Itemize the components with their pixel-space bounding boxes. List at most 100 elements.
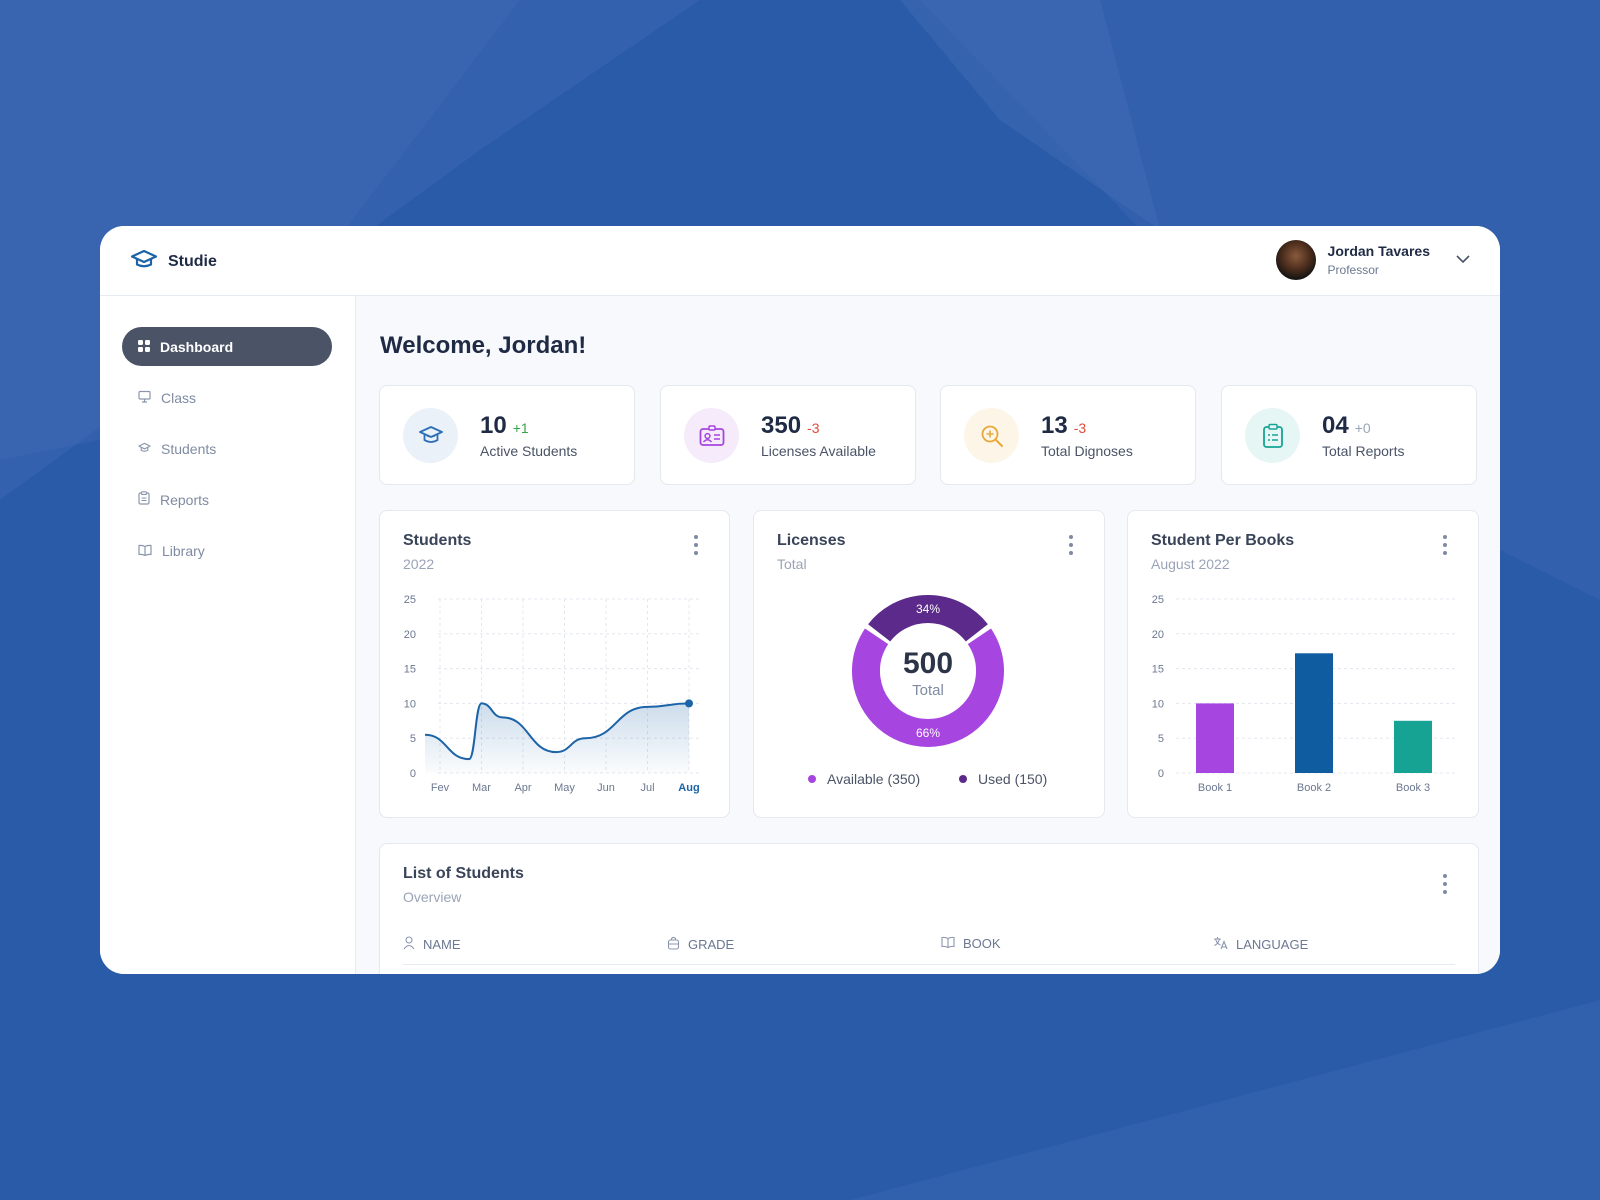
stat-label: Active Students (480, 443, 578, 459)
sidebar-item-label: Class (161, 389, 197, 406)
x-tick-label: Book 2 (1297, 782, 1331, 794)
sidebar-item-reports[interactable]: Reports (122, 480, 332, 519)
donut-total-label: Total (912, 682, 944, 699)
stat-delta: -3 (1073, 420, 1087, 436)
id-card-icon (684, 408, 739, 463)
column-header-name[interactable]: NAME (403, 936, 461, 953)
chevron-down-icon[interactable] (1456, 251, 1470, 269)
stat-value: 13 (1041, 412, 1068, 439)
highlight-point (685, 699, 693, 708)
book-icon (941, 936, 955, 951)
sidebar-item-dashboard[interactable]: Dashboard (122, 327, 332, 366)
column-label: BOOK (963, 936, 1001, 951)
y-tick-label: 25 (404, 594, 416, 606)
legend-label: Available (350) (827, 771, 920, 787)
stat-label: Total Reports (1322, 443, 1405, 459)
more-options-button[interactable] (1442, 535, 1448, 555)
x-tick-label: May (554, 782, 575, 794)
x-tick-label: Book 3 (1396, 782, 1430, 794)
stat-value: 10 (480, 412, 507, 439)
x-tick-label: Apr (514, 782, 531, 794)
stat-value: 04 (1322, 412, 1349, 439)
students-list-card: List of Students Overview NAME GRADE BOO… (379, 843, 1479, 974)
stat-value: 350 (761, 412, 802, 439)
clipboard-icon (1245, 408, 1300, 463)
graduation-cap-icon (403, 408, 458, 463)
x-tick-label: Jul (640, 782, 654, 794)
translate-icon (1213, 936, 1228, 953)
sidebar-item-library[interactable]: Library (122, 531, 332, 570)
y-tick-label: 10 (1152, 698, 1164, 710)
sidebar-item-label: Reports (160, 491, 210, 508)
column-label: LANGUAGE (1236, 937, 1309, 952)
backpack-icon (667, 936, 680, 953)
book-icon (138, 543, 152, 559)
legend-label: Used (150) (978, 771, 1047, 787)
donut-slice-available (852, 628, 1004, 747)
column-label: NAME (423, 937, 461, 952)
card-title: List of Students (403, 865, 524, 882)
column-header-book[interactable]: BOOK (941, 936, 1001, 951)
books-chart-card: Student Per Books August 2022 0 5 10 15 20 25… (1127, 510, 1479, 818)
x-tick-label: Book 1 (1198, 782, 1232, 794)
donut-slice-used (868, 595, 988, 642)
main-content: Welcome, Jordan! 10 +1 Active Students 3… (356, 296, 1500, 974)
stat-card-active-students[interactable]: 10 +1 Active Students (379, 385, 635, 485)
line-area (425, 703, 689, 773)
y-tick-label: 0 (1158, 768, 1164, 780)
card-title: Students (403, 532, 472, 549)
user-role: Professor (1327, 263, 1379, 277)
y-tick-label: 0 (410, 768, 416, 780)
legend-dot (808, 775, 816, 783)
app-window: Studie Jordan Tavares Professor Dashboar… (100, 226, 1500, 974)
brand[interactable]: Studie (130, 248, 217, 275)
zoom-in-icon (964, 408, 1019, 463)
stat-card-licenses-available[interactable]: 350 -3 Licenses Available (660, 385, 916, 485)
column-header-grade[interactable]: GRADE (667, 936, 734, 953)
user-menu[interactable]: Jordan Tavares Professor (1275, 240, 1470, 280)
y-tick-label: 10 (404, 698, 416, 710)
sidebar-item-class[interactable]: Class (122, 378, 332, 417)
more-options-button[interactable] (693, 535, 699, 555)
stat-card-total-dignoses[interactable]: 13 -3 Total Dignoses (940, 385, 1196, 485)
y-tick-label: 15 (404, 664, 416, 676)
monitor-icon (138, 390, 151, 406)
user-name: Jordan Tavares (1327, 243, 1430, 259)
slice-percent-label: 66% (916, 726, 940, 740)
stat-label: Licenses Available (761, 443, 876, 459)
page-title: Welcome, Jordan! (380, 332, 587, 359)
x-tick-label: Jun (597, 782, 615, 794)
y-tick-label: 20 (1152, 629, 1164, 641)
sidebar-item-label: Students (161, 440, 217, 457)
sidebar-item-label: Dashboard (160, 338, 234, 355)
stat-label: Total Dignoses (1041, 443, 1133, 459)
legend-dot (959, 775, 967, 783)
bar (1196, 703, 1234, 773)
books-bar-chart: 0 5 10 15 20 25 Book 1 Book 2 Book 3 (1152, 594, 1456, 794)
column-label: GRADE (688, 937, 735, 952)
y-tick-label: 5 (1158, 733, 1164, 745)
table-header: NAME GRADE BOOK LANGUAGE (403, 930, 1455, 965)
clipboard-icon (138, 491, 150, 508)
stat-card-total-reports[interactable]: 04 +0 Total Reports (1221, 385, 1477, 485)
bar (1295, 653, 1333, 773)
donut-total-value: 500 (903, 647, 953, 680)
sidebar: Dashboard Class Students Reports Library (100, 296, 356, 974)
user-icon (403, 936, 415, 953)
card-subtitle: August 2022 (1151, 556, 1230, 572)
stat-delta: +0 (1354, 420, 1371, 436)
y-tick-label: 5 (410, 733, 416, 745)
graduation-cap-icon (130, 248, 158, 275)
avatar[interactable] (1275, 240, 1316, 280)
bar (1394, 720, 1432, 773)
more-options-button[interactable] (1068, 535, 1074, 555)
column-header-language[interactable]: LANGUAGE (1213, 936, 1308, 953)
y-tick-label: 25 (1152, 594, 1164, 606)
top-bar: Studie Jordan Tavares Professor (100, 226, 1500, 296)
x-tick-label: Mar (472, 782, 491, 794)
card-subtitle: 2022 (403, 556, 435, 572)
sidebar-item-students[interactable]: Students (122, 429, 332, 468)
more-options-button[interactable] (1442, 874, 1448, 894)
slice-percent-label: 34% (916, 602, 940, 616)
licenses-donut-chart: 66% 34% 500 Total Available (350) Used (150) (808, 595, 1047, 787)
